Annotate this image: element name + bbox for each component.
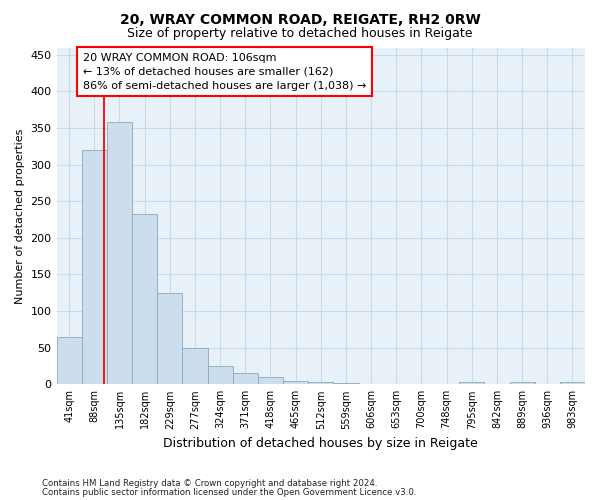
- Bar: [56, 336, 82, 384]
- Bar: [233, 374, 258, 384]
- Bar: [509, 382, 535, 384]
- Text: 20 WRAY COMMON ROAD: 106sqm
← 13% of detached houses are smaller (162)
86% of se: 20 WRAY COMMON ROAD: 106sqm ← 13% of det…: [83, 52, 367, 90]
- Text: Contains public sector information licensed under the Open Government Licence v3: Contains public sector information licen…: [42, 488, 416, 497]
- Y-axis label: Number of detached properties: Number of detached properties: [15, 128, 25, 304]
- Bar: [107, 122, 132, 384]
- Bar: [82, 150, 107, 384]
- Text: 20, WRAY COMMON ROAD, REIGATE, RH2 0RW: 20, WRAY COMMON ROAD, REIGATE, RH2 0RW: [119, 12, 481, 26]
- Bar: [132, 214, 157, 384]
- Bar: [308, 382, 334, 384]
- Bar: [258, 377, 283, 384]
- Bar: [283, 380, 308, 384]
- Text: Contains HM Land Registry data © Crown copyright and database right 2024.: Contains HM Land Registry data © Crown c…: [42, 479, 377, 488]
- Bar: [157, 293, 182, 384]
- Bar: [208, 366, 233, 384]
- Bar: [334, 383, 359, 384]
- X-axis label: Distribution of detached houses by size in Reigate: Distribution of detached houses by size …: [163, 437, 478, 450]
- Bar: [459, 382, 484, 384]
- Text: Size of property relative to detached houses in Reigate: Size of property relative to detached ho…: [127, 28, 473, 40]
- Bar: [560, 382, 585, 384]
- Bar: [182, 348, 208, 385]
